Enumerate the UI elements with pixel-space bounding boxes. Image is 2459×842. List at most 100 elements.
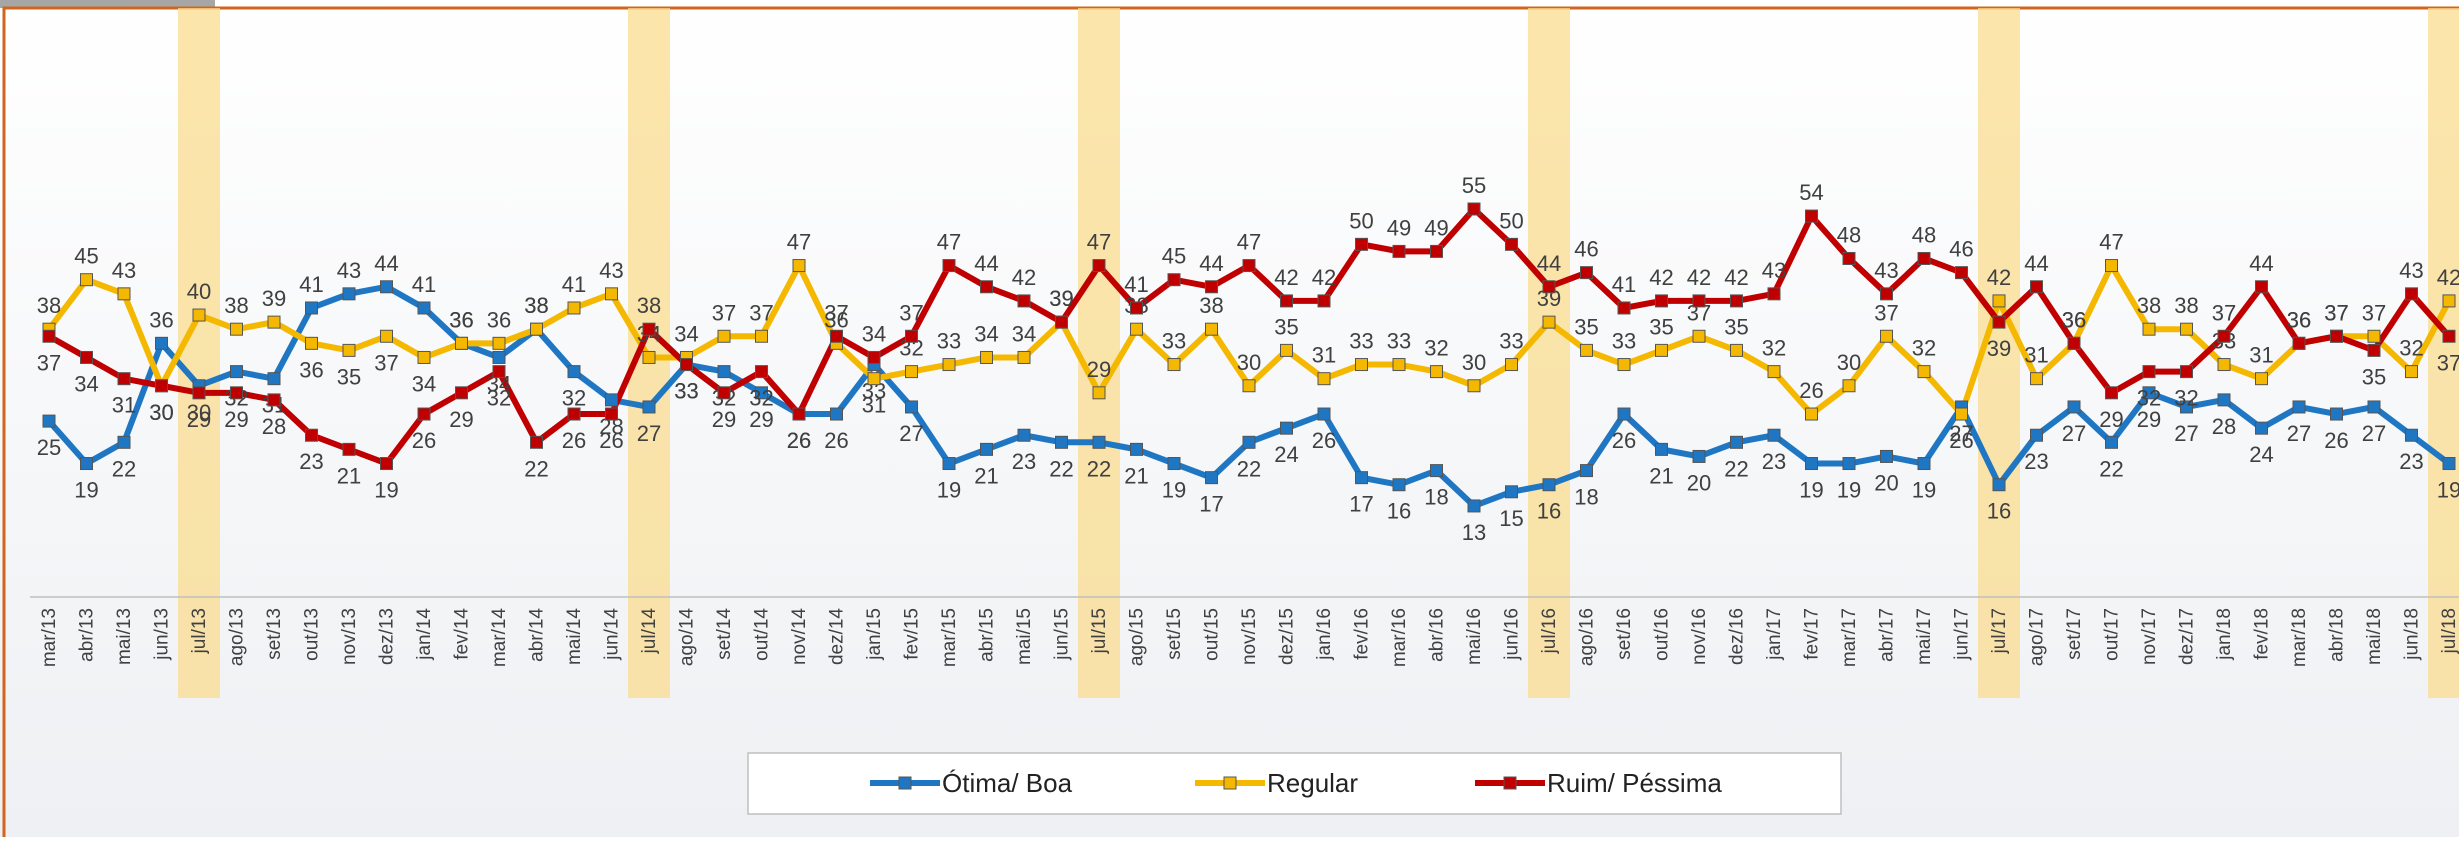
marker — [1580, 343, 1593, 357]
x-tick-label: fev/15 — [902, 608, 923, 660]
data-label: 32 — [2174, 386, 2198, 411]
x-tick-label: mai/14 — [564, 608, 585, 665]
data-label: 29 — [1087, 357, 1111, 382]
data-label: 37 — [374, 350, 398, 375]
data-label: 29 — [187, 407, 211, 432]
data-label: 47 — [1237, 230, 1261, 255]
data-label: 23 — [299, 449, 323, 474]
data-label: 44 — [974, 251, 998, 276]
marker — [1617, 407, 1631, 421]
marker — [1467, 202, 1481, 216]
data-label: 35 — [1574, 314, 1598, 339]
marker — [1542, 478, 1556, 492]
marker — [1355, 237, 1368, 251]
marker — [1655, 343, 1668, 357]
marker — [905, 400, 918, 414]
data-label: 37 — [712, 300, 736, 325]
x-tick-label: abr/15 — [977, 608, 998, 662]
data-label: 29 — [449, 407, 473, 432]
data-label: 23 — [2399, 449, 2423, 474]
marker — [1017, 350, 1031, 364]
marker — [455, 386, 468, 400]
highlight-band — [178, 8, 220, 698]
x-tick-label: out/15 — [1202, 608, 1223, 661]
marker — [417, 301, 431, 315]
marker — [1242, 435, 1256, 449]
marker — [1167, 457, 1181, 471]
marker — [1205, 322, 1218, 336]
marker — [2367, 329, 2381, 343]
marker — [2442, 329, 2456, 343]
data-label: 28 — [262, 414, 286, 439]
data-label: 37 — [1874, 300, 1898, 325]
data-label: 33 — [937, 329, 961, 354]
data-label: 42 — [1649, 265, 1673, 290]
data-label: 22 — [112, 456, 136, 481]
data-label: 19 — [1912, 478, 1936, 503]
marker — [2405, 365, 2418, 379]
marker — [455, 336, 468, 350]
highlight-band — [1078, 8, 1120, 698]
marker — [1655, 294, 1668, 308]
data-label: 26 — [1312, 428, 1336, 453]
x-tick-label: fev/16 — [1352, 608, 1373, 660]
data-label: 29 — [712, 407, 736, 432]
data-label: 37 — [2362, 300, 2386, 325]
x-tick-label: set/17 — [2064, 608, 2085, 660]
x-tick-label: ago/16 — [1577, 608, 1598, 666]
data-label: 41 — [299, 272, 323, 297]
data-label: 38 — [224, 293, 248, 318]
data-label: 18 — [1424, 485, 1448, 510]
marker — [1392, 244, 1406, 258]
data-label: 41 — [562, 272, 586, 297]
marker — [1467, 379, 1481, 393]
data-label: 15 — [1499, 506, 1523, 531]
data-label: 32 — [562, 386, 586, 411]
marker — [830, 407, 843, 421]
x-tick-label: jul/17 — [1989, 608, 2010, 654]
marker — [2217, 329, 2231, 343]
data-label: 22 — [1724, 456, 1748, 481]
data-label: 19 — [1837, 478, 1861, 503]
marker — [1617, 301, 1631, 315]
marker — [755, 329, 768, 343]
data-label: 21 — [337, 463, 361, 488]
x-tick-label: ago/14 — [677, 608, 698, 667]
x-tick-label: abr/18 — [2327, 608, 2348, 662]
x-tick-label: fev/14 — [452, 608, 473, 660]
marker — [117, 435, 131, 449]
legend-marker — [898, 776, 912, 790]
x-tick-label: jul/16 — [1539, 608, 1560, 654]
marker — [192, 386, 206, 400]
x-tick-label: abr/13 — [77, 608, 98, 662]
marker — [2442, 457, 2456, 471]
marker — [2180, 322, 2193, 336]
data-label: 26 — [787, 428, 811, 453]
legend-label: Ótima/ Boa — [942, 768, 1073, 798]
marker — [117, 372, 131, 386]
data-label: 39 — [262, 286, 286, 311]
marker — [1130, 442, 1143, 456]
marker — [2142, 365, 2156, 379]
marker — [792, 259, 806, 273]
data-label: 32 — [487, 386, 511, 411]
marker — [1842, 379, 1856, 393]
marker — [2255, 280, 2268, 294]
marker — [905, 365, 918, 379]
data-label: 27 — [2062, 421, 2086, 446]
marker — [1655, 442, 1668, 456]
marker — [1092, 259, 1106, 273]
marker — [1130, 322, 1143, 336]
x-tick-label: fev/18 — [2252, 608, 2273, 660]
marker — [1130, 301, 1143, 315]
data-label: 26 — [2324, 428, 2348, 453]
data-label: 42 — [2437, 265, 2459, 290]
marker — [380, 329, 393, 343]
marker — [567, 301, 581, 315]
marker — [1917, 457, 1931, 471]
marker — [2067, 336, 2081, 350]
marker — [1730, 343, 1743, 357]
data-label: 33 — [674, 379, 698, 404]
marker — [155, 336, 168, 350]
x-tick-label: jun/18 — [2402, 608, 2423, 661]
